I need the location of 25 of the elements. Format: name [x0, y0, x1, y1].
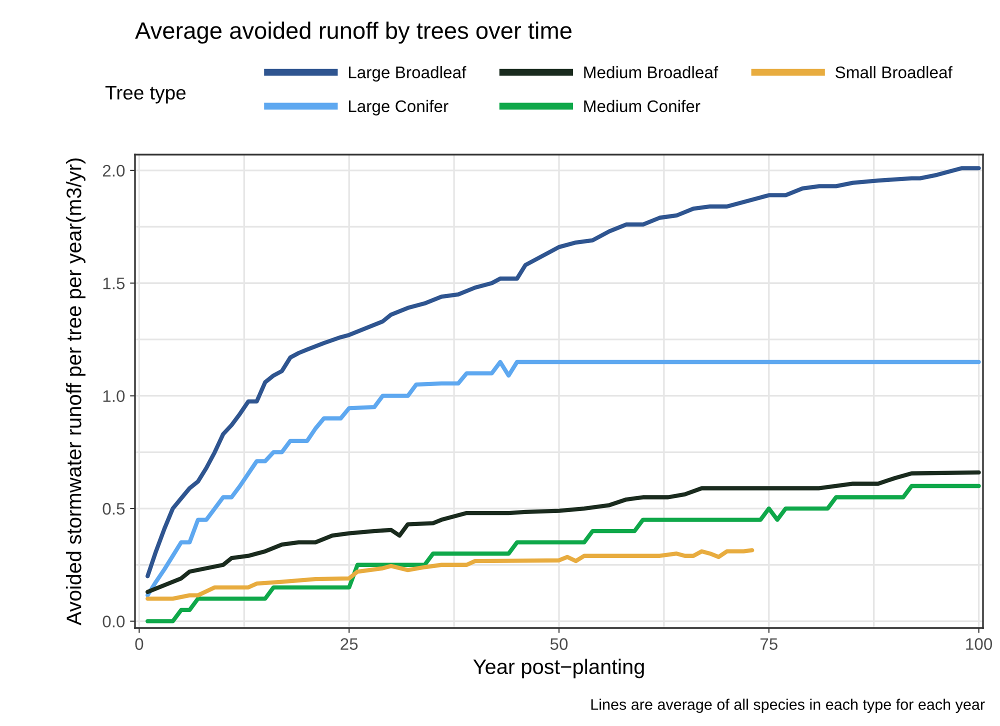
y-tick-label: 1.5	[103, 278, 125, 290]
y-tick-label: 2.0	[102, 164, 125, 177]
legend-title: Tree type	[105, 86, 186, 104]
y-axis-title: Avoided stormwater runoff per tree per year(m3/yr)	[66, 158, 86, 626]
chart-title: Average avoided runoff by trees over time	[135, 22, 572, 44]
legend-label: Medium Conifer	[584, 100, 700, 112]
x-tick-label: 0	[135, 638, 144, 650]
legend-label: Large Conifer	[348, 100, 448, 116]
text: Lines are average of all species in each type for each year	[591, 698, 985, 713]
y-tick-label: 0.0	[102, 616, 125, 628]
line-series	[146, 360, 981, 598]
line-series	[146, 548, 754, 601]
line-series	[146, 166, 981, 578]
line-series	[146, 470, 981, 594]
y-tick-label: 0.5	[102, 502, 125, 515]
x-tick-label: 75	[760, 638, 778, 650]
x-tick-label: 25	[340, 638, 358, 650]
line-series	[146, 484, 981, 624]
x-tick-label: 100	[966, 638, 992, 650]
x-axis-title: Year post−planting	[473, 658, 644, 678]
legend-label: Small Broadleaf	[836, 66, 952, 78]
y-tick-label: 1.0	[103, 390, 125, 402]
x-tick-label: 50	[550, 638, 568, 650]
legend-label: Large Broadleaf	[348, 66, 466, 82]
legend-label: Medium Broadleaf	[584, 66, 718, 78]
